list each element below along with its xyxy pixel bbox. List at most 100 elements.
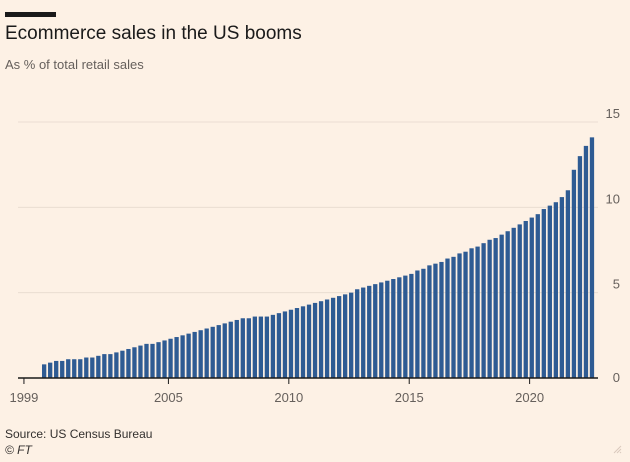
bar [493, 238, 498, 378]
bar [553, 202, 558, 378]
bar [126, 348, 131, 378]
bar [511, 227, 516, 378]
bar [517, 224, 522, 378]
bar [228, 321, 233, 378]
bar [451, 256, 456, 378]
bar [186, 333, 191, 378]
bar [192, 331, 197, 378]
bar [174, 337, 179, 378]
bar [499, 234, 504, 378]
bar [547, 205, 552, 378]
bar [391, 279, 396, 378]
bar [421, 268, 426, 378]
bar [318, 301, 324, 378]
bar [264, 316, 270, 378]
x-tick-label: 1999 [9, 390, 38, 405]
bar [288, 309, 294, 378]
ft-brand-bar [5, 12, 56, 17]
bar [409, 273, 414, 378]
x-tick-label: 2020 [515, 390, 544, 405]
bar [385, 280, 390, 378]
bar-chart: 0 5 10 15 1999 2005 2010 2015 2020 [9, 106, 620, 405]
bar [469, 248, 474, 378]
bar [156, 342, 161, 378]
bar [84, 357, 89, 378]
bar [312, 302, 318, 378]
x-tick-label: 2005 [154, 390, 183, 405]
bar [282, 311, 288, 378]
chart-title: Ecommerce sales in the US booms [5, 23, 302, 44]
bar [541, 209, 546, 378]
bar [583, 145, 589, 378]
bar [565, 190, 571, 378]
y-tick-label: 0 [613, 370, 620, 385]
bar [433, 263, 438, 378]
bar [535, 214, 540, 378]
bar [222, 323, 227, 378]
bar [373, 284, 378, 378]
bar [559, 197, 565, 378]
bar [589, 137, 595, 378]
bar [78, 359, 83, 378]
bar [240, 318, 245, 378]
resize-handle-icon [613, 445, 622, 454]
bar [306, 304, 312, 378]
bar [168, 338, 173, 378]
x-axis-ticks: 1999 2005 2010 2015 2020 [9, 378, 544, 405]
bar [204, 328, 209, 378]
bar [336, 296, 342, 378]
bar [475, 246, 480, 378]
bar [150, 343, 155, 378]
bar [216, 325, 221, 378]
bar [445, 258, 450, 378]
bar [355, 289, 360, 378]
y-tick-label: 5 [613, 277, 620, 292]
bar [60, 360, 65, 378]
bar [210, 326, 215, 378]
y-tick-label: 15 [606, 106, 620, 121]
bar [102, 354, 107, 378]
bar [270, 314, 276, 378]
bar [90, 357, 95, 378]
bar [138, 345, 143, 378]
bar [120, 350, 125, 378]
bar [330, 297, 336, 378]
bar [463, 251, 468, 378]
x-tick-label: 2015 [395, 390, 424, 405]
bar [252, 316, 257, 378]
source-note: Source: US Census Bureau [5, 427, 153, 441]
y-axis-ticks: 0 5 10 15 [606, 106, 620, 385]
gridlines [18, 121, 598, 294]
bar [415, 270, 420, 378]
bar [427, 265, 432, 378]
bar [246, 318, 251, 378]
bar [180, 335, 185, 378]
bar [72, 359, 77, 378]
bar [439, 261, 444, 378]
bar [523, 220, 528, 378]
bar [114, 352, 119, 378]
bar [361, 287, 366, 378]
y-tick-label: 10 [606, 191, 620, 206]
bar [300, 306, 306, 378]
bar [162, 340, 167, 378]
bar [577, 156, 583, 378]
bar [529, 217, 534, 378]
bar [505, 231, 510, 378]
bar [66, 359, 71, 378]
bar [367, 285, 372, 378]
bar [96, 355, 101, 378]
bar [48, 362, 53, 378]
bar [54, 360, 59, 378]
bar [198, 330, 203, 378]
bar [108, 354, 113, 378]
bar [42, 364, 47, 378]
chart-subtitle: As % of total retail sales [5, 57, 144, 72]
bar [343, 294, 348, 378]
bar [457, 253, 462, 378]
bar [487, 239, 492, 378]
bar [349, 292, 354, 378]
bar [571, 169, 577, 378]
bar [397, 277, 402, 378]
bar [379, 282, 384, 378]
